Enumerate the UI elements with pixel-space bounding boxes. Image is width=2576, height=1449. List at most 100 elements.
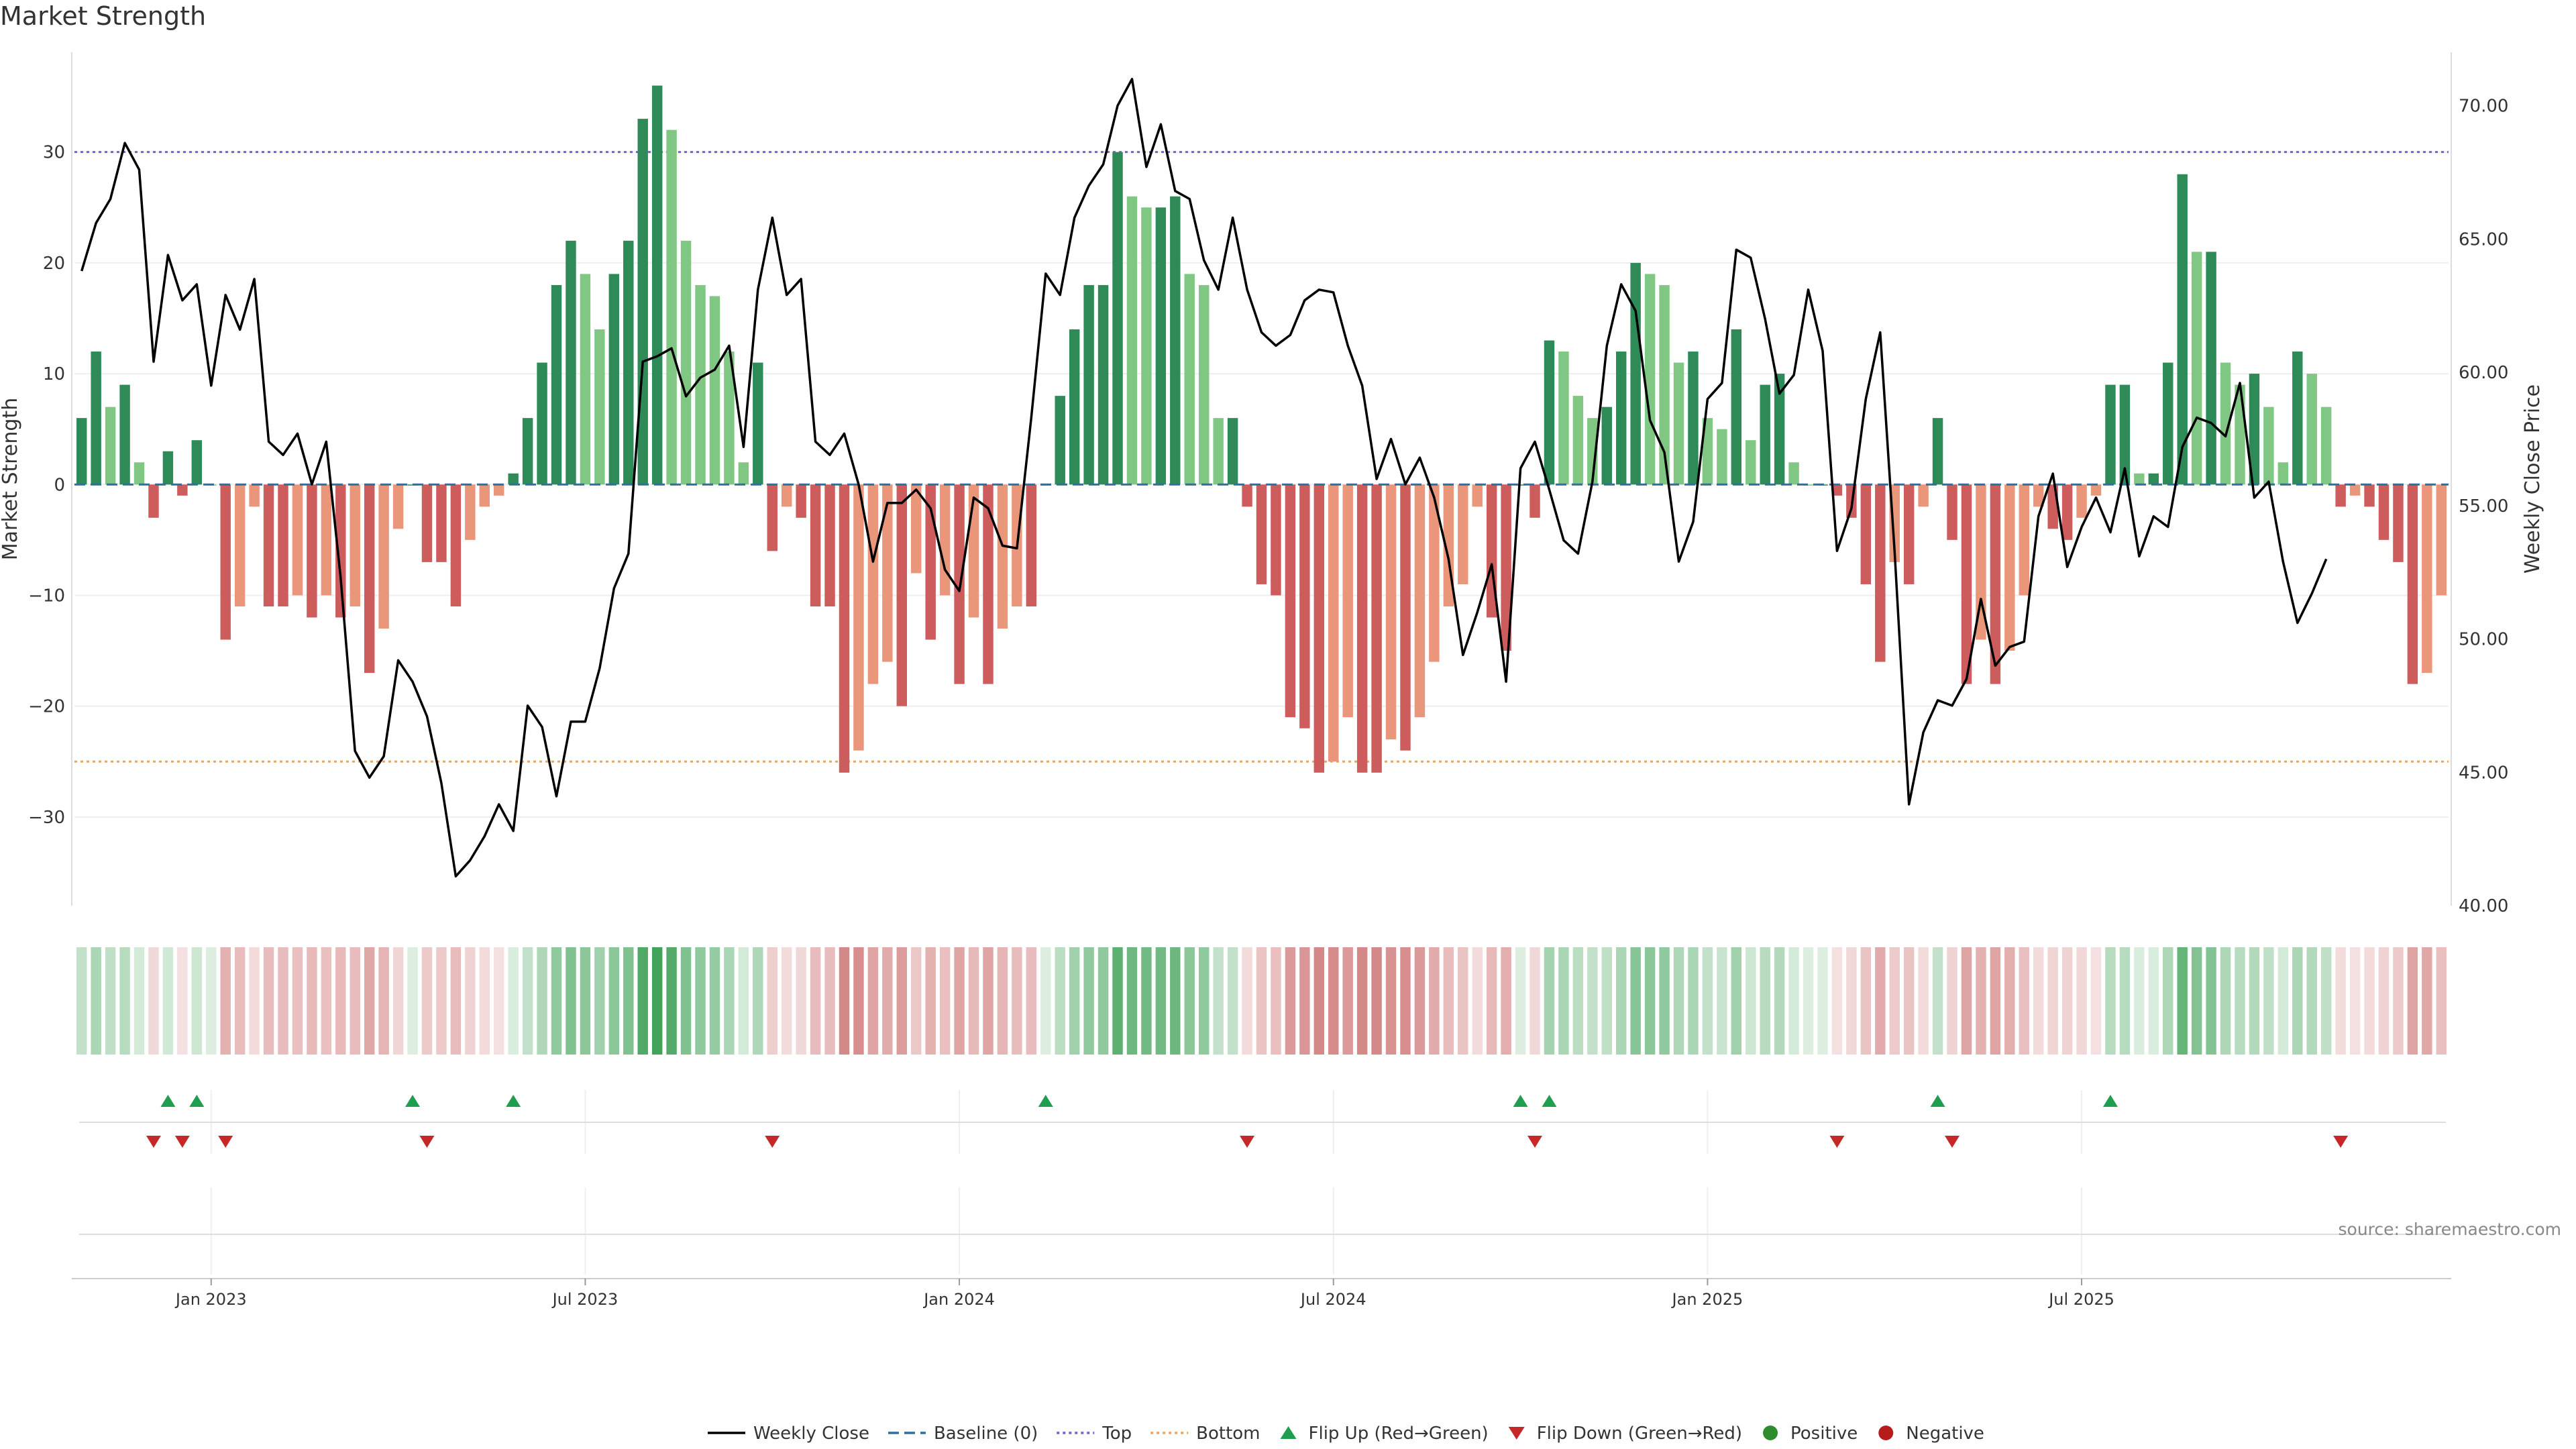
- heat-cell: [2033, 947, 2044, 1055]
- strength-bar: [1055, 396, 1065, 485]
- legend-swatch-negative: [1878, 1426, 1894, 1440]
- strength-bar: [2105, 384, 2116, 485]
- heat-cell: [1659, 947, 1670, 1055]
- strength-bar: [2220, 362, 2231, 485]
- heat-cell: [1012, 947, 1022, 1055]
- strength-bar: [1529, 484, 1540, 518]
- strength-bar: [2263, 407, 2274, 485]
- heat-cell: [1472, 947, 1483, 1055]
- weekly-close-line: [80, 78, 2328, 878]
- flip-down-marker: [218, 1136, 233, 1148]
- strength-bar: [810, 484, 821, 606]
- strength-bar: [2407, 484, 2418, 684]
- heat-cell: [637, 947, 648, 1055]
- strength-bar: [781, 484, 792, 507]
- heat-cell: [177, 947, 188, 1055]
- strength-bar: [479, 484, 490, 507]
- strength-bar: [2422, 484, 2432, 674]
- heat-cell: [1486, 947, 1497, 1055]
- heat-cell: [1501, 947, 1511, 1055]
- heat-cell: [234, 947, 246, 1055]
- heat-cell: [2076, 947, 2087, 1055]
- flip-down-marker: [1240, 1136, 1255, 1148]
- heat-cell: [2378, 947, 2390, 1055]
- strength-bar: [767, 484, 777, 551]
- heat-cell: [1774, 947, 1785, 1055]
- strength-bar: [76, 418, 87, 485]
- heat-cell: [2163, 947, 2174, 1055]
- strength-bar: [1544, 340, 1555, 485]
- strength-bar: [2163, 362, 2174, 485]
- heat-cell: [1918, 947, 1929, 1055]
- strength-bar: [637, 119, 648, 485]
- heat-cell: [1932, 947, 1943, 1055]
- x-tick-label: Jul 2023: [551, 1290, 619, 1309]
- heat-cell: [2422, 947, 2432, 1055]
- heat-cell: [911, 947, 922, 1055]
- strength-bar: [91, 352, 101, 485]
- strength-bar: [1644, 274, 1656, 485]
- strength-bar: [1990, 484, 2001, 684]
- strength-bar: [1198, 284, 1210, 485]
- strength-bar: [1141, 207, 1152, 485]
- strength-bar: [623, 240, 634, 485]
- strength-bar: [1558, 352, 1569, 485]
- strength-bar: [2148, 473, 2159, 485]
- heat-cell: [2061, 947, 2073, 1055]
- strength-bar: [1083, 284, 1094, 485]
- strength-bar: [1903, 484, 1915, 584]
- heat-cell: [206, 947, 217, 1055]
- strength-bar: [738, 462, 749, 485]
- flip-down-marker: [765, 1136, 780, 1148]
- strength-bar: [1385, 484, 1397, 740]
- heat-cell: [1429, 947, 1440, 1055]
- strength-bar: [450, 484, 462, 606]
- strength-bar: [191, 440, 203, 485]
- heat-cell: [1990, 947, 2001, 1055]
- strength-bar: [1414, 484, 1426, 718]
- x-tick-label: Jul 2025: [2047, 1290, 2114, 1309]
- heat-cell: [551, 947, 562, 1055]
- heat-cell: [1831, 947, 1843, 1055]
- heat-cell: [2277, 947, 2289, 1055]
- strength-bar: [133, 462, 145, 485]
- x-tick-label: Jan 2025: [1671, 1290, 1743, 1309]
- heat-cell: [191, 947, 203, 1055]
- strength-bar: [997, 484, 1008, 629]
- strength-bar: [753, 362, 763, 485]
- y-axis-label-right: Weekly Close Price: [2521, 384, 2544, 574]
- heat-cell: [2349, 947, 2361, 1055]
- heat-cell: [896, 947, 908, 1055]
- heat-cell: [1515, 947, 1526, 1055]
- strength-bar: [1112, 152, 1123, 485]
- heat-cell: [2105, 947, 2116, 1055]
- heat-cell: [2206, 947, 2216, 1055]
- heat-cell: [1688, 947, 1699, 1055]
- strength-bar: [2033, 484, 2044, 507]
- strength-bar: [292, 484, 303, 596]
- heat-cell: [1889, 947, 1900, 1055]
- flip-down-marker: [174, 1136, 190, 1148]
- strength-bar: [1126, 196, 1138, 485]
- x-tick-label: Jan 2024: [922, 1290, 995, 1309]
- strength-bar: [1026, 484, 1037, 606]
- strength-bar: [1860, 484, 1872, 584]
- strength-bar: [465, 484, 476, 540]
- heat-cell: [839, 947, 850, 1055]
- heat-cell: [1529, 947, 1540, 1055]
- heat-cell: [2148, 947, 2159, 1055]
- strength-bar: [1702, 418, 1713, 485]
- strength-bar: [551, 284, 562, 485]
- heat-cell: [2249, 947, 2260, 1055]
- flip-down-marker: [1829, 1136, 1845, 1148]
- strength-bar: [522, 418, 533, 485]
- strength-bar: [436, 484, 447, 562]
- heat-cell: [939, 947, 951, 1055]
- strength-bar: [1342, 484, 1353, 718]
- heat-cell: [1313, 947, 1325, 1055]
- strength-bar: [709, 296, 720, 485]
- strength-bar: [1746, 440, 1756, 485]
- heat-cell: [925, 947, 936, 1055]
- strength-bar: [148, 484, 159, 518]
- strength-bar: [1731, 329, 1742, 485]
